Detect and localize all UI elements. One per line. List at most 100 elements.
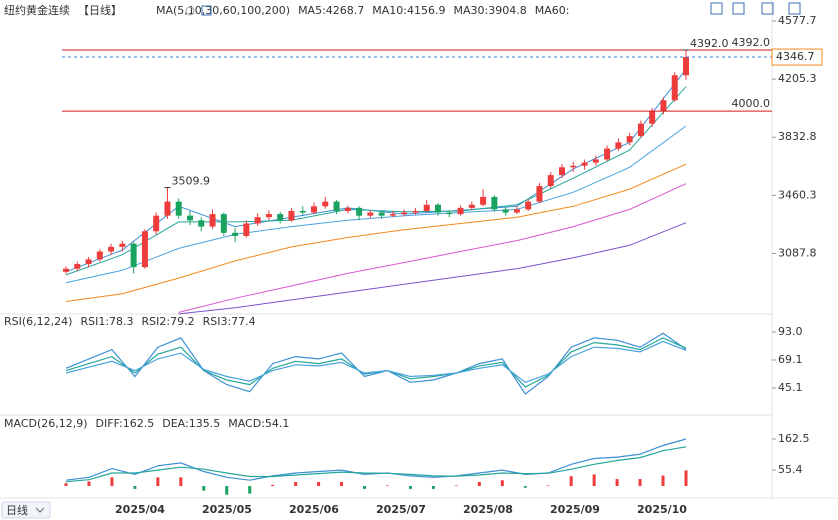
candle-body (243, 223, 250, 236)
candle-body (637, 123, 644, 137)
macd-bar (133, 486, 137, 489)
macd-bar (431, 486, 435, 489)
candle-body (164, 201, 171, 216)
candle-body (570, 165, 577, 168)
candle-body (592, 159, 599, 163)
candle-body (130, 243, 137, 268)
candle-body (175, 201, 182, 216)
legend-entry: RSI2:79.2 (142, 315, 195, 328)
y-tick-label: 4577.7 (778, 14, 817, 27)
toolbar-icons[interactable] (710, 2, 801, 15)
macd-bar (363, 486, 367, 489)
icon[interactable] (788, 2, 801, 15)
period-button-label[interactable]: 日线 (6, 503, 28, 517)
candle-body (311, 206, 317, 213)
panel-title: MACD(26,12,9) (4, 417, 88, 430)
y-tick-label: 93.0 (778, 325, 803, 338)
macd-bar (569, 476, 573, 487)
candle-body (209, 214, 216, 227)
macd-bar (317, 481, 321, 487)
x-tick-label: 2025/08 (463, 503, 513, 516)
legend-entry: MACD:54.1 (228, 417, 289, 430)
candle-body (536, 186, 543, 202)
macd-bar (615, 479, 619, 487)
macd-bar (110, 477, 114, 487)
candle-body (559, 167, 565, 176)
panel-title: RSI(6,12,24) (4, 315, 72, 328)
legend-entry: RSI3:77.4 (203, 315, 256, 328)
candle-body (502, 209, 509, 213)
candle-body (232, 232, 239, 236)
candle-body (344, 207, 351, 211)
candle-body (683, 57, 689, 76)
candle-body (265, 214, 272, 218)
candle-body (491, 196, 498, 210)
candle-body (322, 201, 329, 207)
icon[interactable] (710, 2, 723, 15)
candle-body (671, 75, 678, 101)
candle-body (108, 246, 115, 252)
period-button[interactable] (1, 501, 51, 519)
x-tick-label: 2025/04 (115, 503, 165, 516)
icon[interactable] (761, 2, 774, 15)
macd-bar (294, 481, 298, 487)
legend-entry: MA30:3904.8 (454, 4, 527, 17)
ma-line (65, 163, 687, 302)
legend-entry: RSI1:78.3 (80, 315, 133, 328)
y-tick-label: 4205.3 (778, 72, 817, 85)
y-tick-label: 55.4 (778, 463, 803, 476)
candle-body (525, 201, 532, 210)
candle-body (119, 243, 126, 247)
legend-entry: MA5:4268.7 (298, 4, 364, 17)
candle-body (649, 111, 656, 124)
legend-entry: MA60: (535, 4, 570, 17)
candle-body (187, 215, 193, 221)
icon (201, 5, 212, 16)
macd-bar (454, 485, 458, 487)
candle-body (468, 204, 475, 208)
ma-line (65, 86, 687, 276)
candle-body (141, 231, 148, 268)
macd-bar (523, 486, 527, 488)
ma-line (65, 125, 687, 284)
candle-body (446, 212, 453, 215)
candle-body (480, 196, 487, 205)
candle-body (423, 204, 430, 211)
candle-body (96, 251, 103, 260)
x-tick-label: 2025/07 (376, 503, 426, 516)
candle-body (547, 175, 554, 187)
rsi-line (65, 332, 687, 395)
legend-entry: DIFF:162.5 (96, 417, 155, 430)
macd-line (65, 446, 687, 483)
y-tick-label: 45.1 (778, 381, 803, 394)
macd-bar (592, 474, 596, 487)
y-tick-label: 69.1 (778, 353, 803, 366)
last-price-label: 4346.7 (776, 50, 815, 63)
candle-body (356, 207, 363, 216)
candle-body (198, 220, 205, 227)
icon[interactable] (732, 2, 745, 15)
macd-bar (64, 483, 68, 487)
icon (185, 6, 195, 16)
y-tick-label: 3460.3 (778, 188, 817, 201)
candle-body (254, 217, 261, 224)
dropdown-arrow (35, 507, 45, 513)
price-line-label: 4392.0 (732, 36, 771, 49)
macd-bar (271, 484, 275, 487)
chart-title: 纽约黄金连续 (4, 3, 70, 17)
macd-bar (684, 470, 688, 487)
y-tick-label: 162.5 (778, 432, 810, 445)
candle-body (378, 212, 385, 216)
rsi-line (65, 340, 687, 383)
candle-body (412, 210, 419, 213)
macd-bar (546, 485, 550, 487)
last-price-box (771, 48, 823, 66)
candle-body (367, 212, 374, 216)
annotation: 4392.0 (690, 37, 729, 50)
candle-body (153, 215, 160, 232)
macd-bar (340, 481, 344, 487)
candle-body (85, 259, 92, 265)
candle-body (389, 214, 396, 216)
x-tick-label: 2025/06 (289, 503, 339, 516)
